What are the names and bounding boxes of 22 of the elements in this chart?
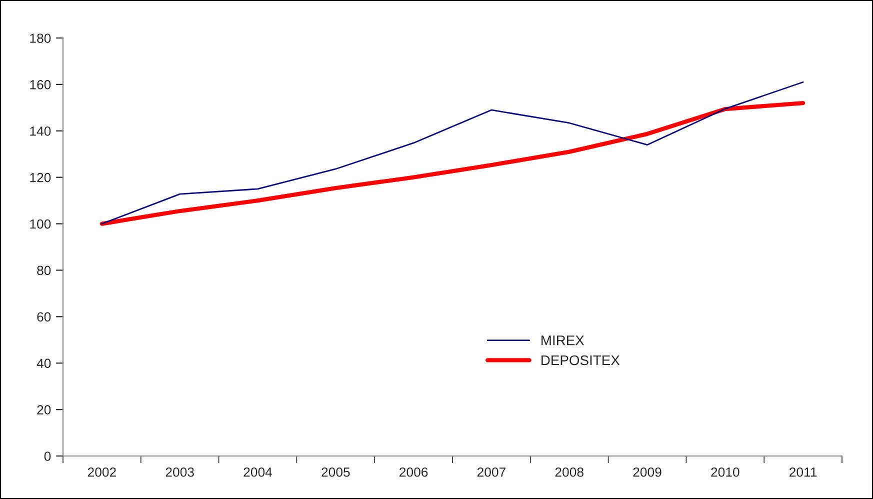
x-tick-label: 2008 [555, 467, 584, 477]
x-tick-label: 2002 [88, 467, 116, 477]
y-tick-label: 20 [37, 405, 51, 414]
x-tick-label: 2004 [244, 467, 272, 477]
x-tick-label: 2005 [322, 467, 350, 477]
x-tick-label: 2007 [477, 467, 506, 477]
legend-label: DEPOSITEX [542, 355, 620, 366]
y-tick-label: 160 [30, 80, 51, 90]
y-tick-label: 100 [30, 219, 51, 229]
x-tick-label: 2003 [166, 467, 194, 477]
x-tick-label: 2009 [633, 467, 662, 477]
y-tick-label: 80 [37, 266, 51, 276]
y-tick-label: 120 [30, 172, 51, 182]
x-tick-label: 2006 [400, 467, 428, 477]
x-tick-label: 2010 [711, 467, 740, 477]
x-tick-label: 2011 [790, 467, 817, 477]
legend-label: MIREX [542, 336, 584, 346]
y-tick-label: 0 [44, 452, 51, 461]
y-tick-label: 60 [37, 312, 51, 322]
y-tick-label: 180 [30, 34, 51, 43]
y-tick-label: 40 [36, 358, 51, 368]
y-tick-label: 140 [30, 126, 51, 136]
